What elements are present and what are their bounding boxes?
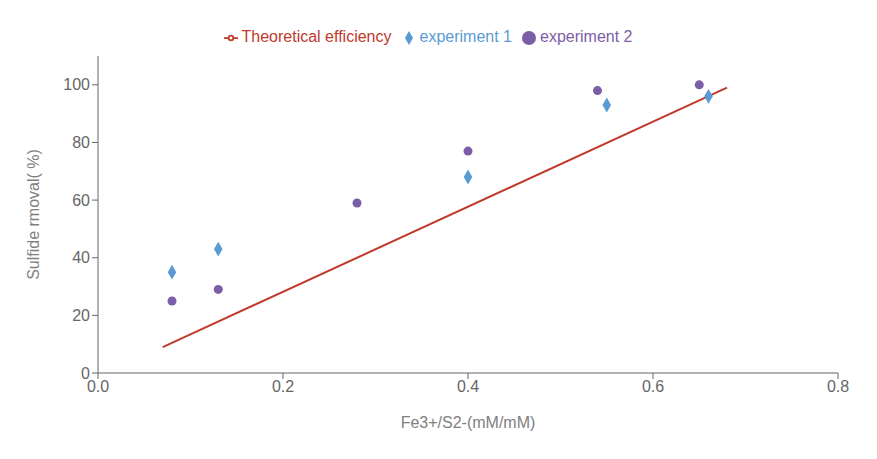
svg-text:Fe3+/S2-(mM/mM): Fe3+/S2-(mM/mM) (401, 414, 536, 431)
svg-text:100: 100 (63, 76, 90, 93)
html-text:experiment 1: experiment 1 (419, 28, 512, 45)
svg-text:60: 60 (72, 192, 90, 209)
svg-text:20: 20 (72, 307, 90, 324)
svg-text:40: 40 (72, 249, 90, 266)
html-text:experiment 2: experiment 2 (540, 28, 633, 45)
svg-text:0.2: 0.2 (272, 378, 294, 395)
svg-text:80: 80 (72, 134, 90, 151)
svg-text:0.8: 0.8 (827, 378, 849, 395)
svg-text:0.6: 0.6 (642, 378, 664, 395)
svg-text:0.0: 0.0 (87, 378, 109, 395)
svg-text:0.4: 0.4 (457, 378, 479, 395)
html-text:Theoretical efficiency: Theoretical efficiency (241, 28, 392, 45)
svg-text:Sulfide rmoval( %): Sulfide rmoval( %) (25, 149, 42, 280)
svg-text:0: 0 (81, 365, 90, 382)
